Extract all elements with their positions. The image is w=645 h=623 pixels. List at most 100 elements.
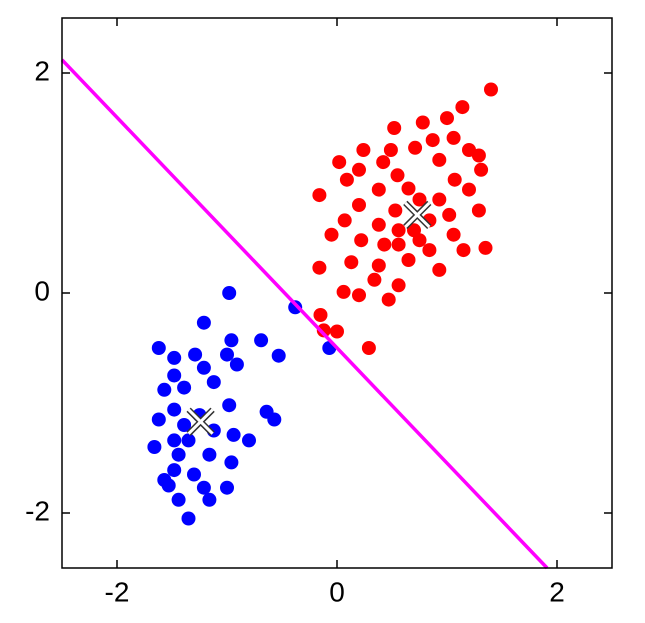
point: [446, 227, 461, 242]
point: [401, 253, 416, 267]
point: [432, 192, 447, 207]
point: [196, 360, 211, 375]
y-tick-label: 0: [34, 275, 50, 306]
point: [422, 243, 437, 258]
point: [432, 152, 447, 167]
point: [151, 412, 166, 427]
point: [388, 203, 403, 218]
point: [242, 433, 256, 448]
point: [352, 198, 366, 212]
point: [455, 100, 470, 115]
point: [337, 213, 352, 228]
point: [339, 172, 354, 187]
point: [267, 412, 282, 427]
point: [196, 315, 211, 330]
point: [371, 182, 386, 197]
point: [387, 121, 402, 135]
point: [171, 447, 186, 462]
point: [206, 375, 221, 390]
point: [220, 347, 234, 362]
point: [167, 368, 182, 383]
point: [271, 348, 286, 363]
point: [484, 82, 498, 97]
point: [312, 260, 327, 275]
point: [226, 427, 241, 442]
point: [381, 292, 396, 307]
point: [367, 272, 382, 287]
point: [412, 233, 427, 248]
point: [371, 258, 386, 273]
point: [354, 233, 369, 248]
point: [471, 203, 486, 218]
point: [229, 357, 244, 372]
point: [442, 207, 457, 222]
point: [371, 217, 386, 232]
point: [356, 143, 371, 157]
point: [220, 480, 234, 495]
point: [157, 382, 172, 397]
point: [352, 288, 366, 303]
x-tick-label: 2: [549, 576, 565, 607]
point: [432, 262, 447, 277]
point: [224, 455, 239, 470]
point: [177, 418, 192, 432]
boundary-line: [60, 58, 549, 570]
centroid-cross: [187, 408, 214, 435]
point: [288, 300, 303, 315]
point: [312, 188, 327, 203]
point: [446, 130, 461, 145]
point: [147, 440, 162, 454]
point: [332, 155, 347, 170]
y-tick-label: -2: [25, 495, 50, 526]
point: [167, 463, 182, 478]
point: [336, 284, 351, 299]
point: [361, 341, 376, 355]
point: [222, 398, 237, 413]
point: [390, 168, 405, 183]
point: [383, 143, 398, 157]
x-tick-label: -2: [105, 576, 130, 607]
point: [188, 347, 203, 362]
point: [151, 341, 166, 355]
point: [157, 473, 172, 487]
x-tick-label: 0: [329, 576, 345, 607]
centroid: [186, 407, 215, 436]
point: [376, 155, 391, 170]
point: [447, 172, 462, 187]
point: [202, 492, 217, 507]
point: [391, 223, 406, 238]
point: [391, 278, 406, 293]
point: [313, 308, 328, 322]
point: [412, 192, 427, 207]
point: [478, 240, 493, 255]
point: [471, 148, 486, 163]
point: [167, 402, 182, 417]
point: [344, 255, 359, 270]
point: [330, 324, 344, 339]
point: [316, 323, 331, 338]
y-tick-label: 2: [34, 55, 50, 86]
point: [456, 243, 471, 258]
point: [171, 492, 186, 507]
point: [181, 433, 196, 448]
point: [167, 350, 182, 365]
point: [222, 286, 237, 300]
point: [187, 467, 201, 482]
point: [177, 380, 192, 395]
point: [408, 140, 423, 155]
point: [391, 237, 406, 252]
point: [401, 181, 416, 196]
point: [440, 111, 454, 126]
point: [196, 480, 211, 495]
point: [462, 182, 476, 197]
point: [167, 433, 182, 448]
point: [254, 333, 269, 348]
centroid-cross: [404, 201, 431, 228]
point: [377, 237, 392, 252]
point: [181, 511, 196, 526]
point: [352, 162, 366, 177]
point: [202, 447, 217, 462]
point: [415, 115, 430, 130]
point: [324, 227, 339, 242]
